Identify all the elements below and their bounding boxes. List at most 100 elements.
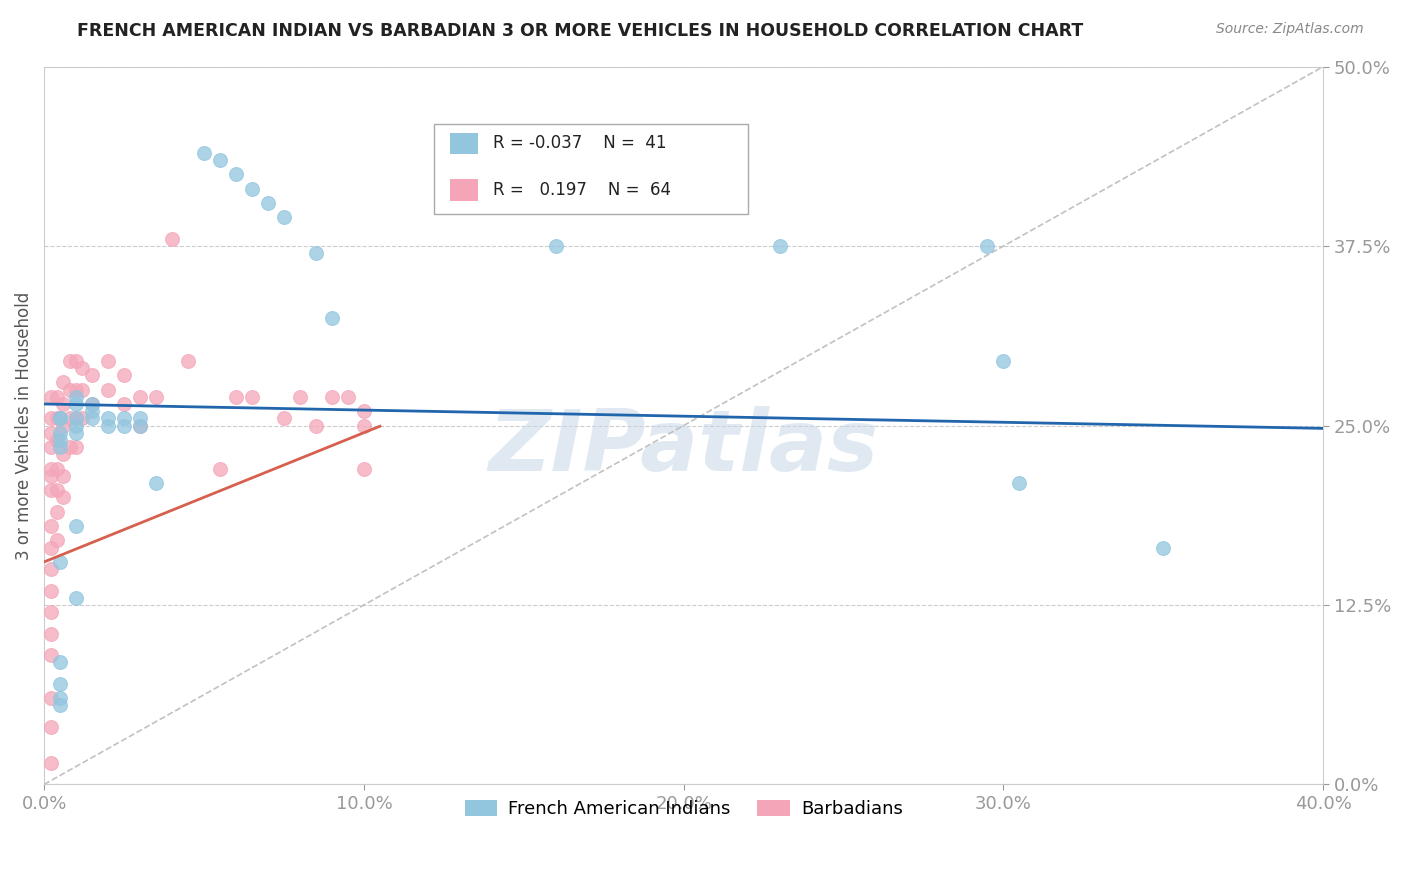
Point <box>52 447 75 461</box>
Point <box>768 239 790 253</box>
Point <box>80 397 103 411</box>
Point <box>39 626 62 640</box>
Point <box>305 246 328 260</box>
Legend: French American Indians, Barbadians: French American Indians, Barbadians <box>457 793 910 826</box>
Point <box>65 354 87 368</box>
Point <box>97 354 120 368</box>
Point <box>39 583 62 598</box>
Point <box>193 145 215 160</box>
Point <box>80 404 103 418</box>
Text: FRENCH AMERICAN INDIAN VS BARBADIAN 3 OR MORE VEHICLES IN HOUSEHOLD CORRELATION : FRENCH AMERICAN INDIAN VS BARBADIAN 3 OR… <box>77 22 1084 40</box>
Point <box>288 390 311 404</box>
Point <box>353 404 375 418</box>
Point <box>49 440 72 454</box>
Point <box>145 390 167 404</box>
Point <box>39 756 62 770</box>
Point <box>97 418 120 433</box>
Point <box>49 411 72 425</box>
Text: R = -0.037    N =  41: R = -0.037 N = 41 <box>494 135 666 153</box>
Point <box>65 519 87 533</box>
Point <box>59 440 82 454</box>
Point <box>52 397 75 411</box>
Point <box>52 491 75 505</box>
Point <box>65 418 87 433</box>
Point <box>225 390 247 404</box>
Point <box>45 483 67 497</box>
Point <box>112 418 135 433</box>
Point <box>49 691 72 706</box>
Point <box>273 211 295 225</box>
Point <box>1008 475 1031 490</box>
Point <box>129 390 152 404</box>
Point <box>353 418 375 433</box>
Point <box>97 411 120 425</box>
Point <box>80 411 103 425</box>
Point <box>257 196 280 211</box>
Point <box>112 411 135 425</box>
Point <box>39 390 62 404</box>
Point <box>45 390 67 404</box>
Point <box>45 433 67 447</box>
Point <box>160 232 183 246</box>
Point <box>177 354 200 368</box>
Point <box>39 411 62 425</box>
Point <box>65 383 87 397</box>
Point <box>129 418 152 433</box>
Point <box>49 677 72 691</box>
Point <box>72 411 94 425</box>
Point <box>39 440 62 454</box>
Point <box>49 425 72 440</box>
Point <box>59 383 82 397</box>
Point <box>145 475 167 490</box>
Point <box>49 555 72 569</box>
Point <box>39 648 62 663</box>
Point <box>52 468 75 483</box>
Point <box>321 390 343 404</box>
Point <box>39 425 62 440</box>
Text: ZIPatlas: ZIPatlas <box>488 406 879 489</box>
Point <box>52 376 75 390</box>
Text: R =   0.197    N =  64: R = 0.197 N = 64 <box>494 181 671 199</box>
Point <box>65 425 87 440</box>
FancyBboxPatch shape <box>434 124 748 214</box>
Point <box>240 390 263 404</box>
FancyBboxPatch shape <box>450 133 478 154</box>
Point <box>39 562 62 576</box>
Point <box>39 541 62 555</box>
Point <box>39 483 62 497</box>
Point <box>112 397 135 411</box>
Point <box>129 411 152 425</box>
Point <box>80 397 103 411</box>
Point <box>80 368 103 383</box>
Point <box>544 239 567 253</box>
Point <box>353 461 375 475</box>
Point <box>129 418 152 433</box>
Point <box>208 153 231 167</box>
Point <box>39 720 62 734</box>
Y-axis label: 3 or more Vehicles in Household: 3 or more Vehicles in Household <box>15 292 32 559</box>
Point <box>305 418 328 433</box>
Point <box>112 368 135 383</box>
Point <box>45 411 67 425</box>
Point <box>321 310 343 325</box>
FancyBboxPatch shape <box>450 179 478 201</box>
Point <box>65 591 87 605</box>
Point <box>49 411 72 425</box>
Point <box>72 361 94 376</box>
Point <box>45 461 67 475</box>
Point <box>65 411 87 425</box>
Point <box>240 181 263 195</box>
Text: Source: ZipAtlas.com: Source: ZipAtlas.com <box>1216 22 1364 37</box>
Point <box>49 698 72 713</box>
Point <box>65 440 87 454</box>
Point <box>336 390 359 404</box>
Point <box>65 397 87 411</box>
Point <box>45 533 67 548</box>
Point <box>39 461 62 475</box>
Point <box>49 656 72 670</box>
Point <box>59 354 82 368</box>
Point <box>273 411 295 425</box>
Point <box>72 383 94 397</box>
Point <box>39 519 62 533</box>
Point <box>45 505 67 519</box>
